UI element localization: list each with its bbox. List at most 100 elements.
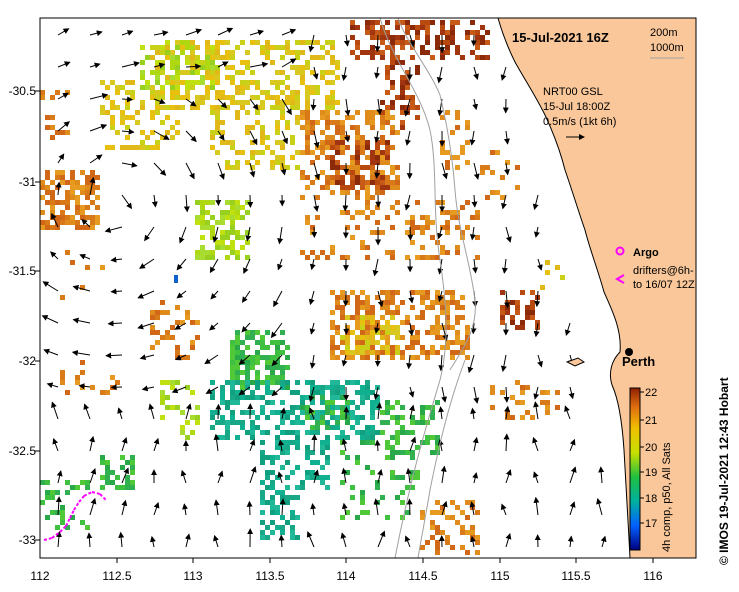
sst-cell	[365, 335, 370, 340]
sst-cell	[300, 175, 305, 180]
sst-cell	[365, 510, 370, 515]
sst-cell	[195, 220, 200, 225]
sst-cell	[180, 40, 185, 45]
sst-cell	[390, 355, 395, 360]
sst-cell	[230, 55, 235, 60]
sst-cell	[230, 390, 235, 395]
sst-cell	[85, 175, 90, 180]
sst-cell	[370, 195, 375, 200]
sst-cell	[70, 220, 75, 225]
sst-cell	[160, 335, 165, 340]
y-tick-label: -32	[19, 354, 37, 368]
sst-cell	[370, 350, 375, 355]
sst-cell	[175, 95, 180, 100]
sst-cell	[330, 310, 335, 315]
sst-cell	[285, 520, 290, 525]
current-arrow	[469, 130, 476, 146]
sst-cell	[310, 85, 315, 90]
sst-cell	[270, 360, 275, 365]
sst-cell	[390, 325, 395, 330]
sst-cell	[365, 215, 370, 220]
sst-cell	[290, 140, 295, 145]
sst-cell	[555, 265, 560, 270]
sst-cell	[325, 145, 330, 150]
sst-cell	[185, 80, 190, 85]
sst-cell	[390, 435, 395, 440]
sst-cell	[395, 185, 400, 190]
sst-cell	[75, 375, 80, 380]
sst-cell	[490, 150, 495, 155]
sst-cell	[390, 165, 395, 170]
sst-cell	[335, 60, 340, 65]
sst-cell	[530, 305, 535, 310]
sst-cell	[255, 425, 260, 430]
sst-cell	[275, 360, 280, 365]
sst-cell	[170, 85, 175, 90]
sst-cell	[95, 195, 100, 200]
sst-cell	[225, 140, 230, 145]
sst-cell	[230, 65, 235, 70]
sst-cell	[315, 460, 320, 465]
sst-cell	[270, 105, 275, 110]
sst-cell	[225, 200, 230, 205]
sst-cell	[75, 225, 80, 230]
sst-cell	[355, 300, 360, 305]
sst-cell	[415, 315, 420, 320]
sst-cell	[395, 175, 400, 180]
sst-cell	[380, 175, 385, 180]
current-arrow	[308, 290, 315, 306]
sst-cell	[360, 435, 365, 440]
current-arrow	[144, 226, 155, 242]
sst-cell	[290, 65, 295, 70]
current-arrow	[373, 498, 380, 516]
sst-cell	[225, 420, 230, 425]
sst-cell	[315, 40, 320, 45]
sst-cell	[360, 145, 365, 150]
sst-cell	[340, 150, 345, 155]
current-arrow	[249, 29, 265, 36]
sst-cell	[65, 195, 70, 200]
sst-cell	[260, 460, 265, 465]
sst-cell	[175, 55, 180, 60]
sst-cell	[220, 95, 225, 100]
sst-cell	[225, 380, 230, 385]
sst-cell	[360, 290, 365, 295]
x-axis: 112 112.5 113 113.5 114 114.5 115 115.5 …	[30, 558, 663, 583]
sst-cell	[360, 245, 365, 250]
sst-cell	[455, 50, 460, 55]
sst-cell	[240, 60, 245, 65]
current-arrow	[277, 258, 283, 271]
sst-cell	[505, 160, 510, 165]
sst-cell	[425, 405, 430, 410]
sst-cell	[335, 160, 340, 165]
current-arrow	[89, 93, 109, 100]
sst-cell	[180, 410, 185, 415]
sst-cell	[380, 50, 385, 55]
sst-cell	[140, 85, 145, 90]
sst-cell	[225, 425, 230, 430]
sst-cell	[165, 405, 170, 410]
sst-cell	[60, 370, 65, 375]
current-arrow	[180, 469, 187, 484]
sst-cell	[160, 380, 165, 385]
sst-cell	[435, 315, 440, 320]
sst-cell	[330, 180, 335, 185]
sst-cell	[360, 240, 365, 245]
current-arrow	[598, 466, 605, 484]
sst-cell	[375, 185, 380, 190]
current-arrow	[596, 498, 603, 516]
sst-cell	[280, 330, 285, 335]
sst-cell	[345, 115, 350, 120]
current-arrow	[534, 226, 540, 238]
sst-cell	[285, 500, 290, 505]
sst-cell	[60, 520, 65, 525]
sst-cell	[305, 255, 310, 260]
sst-cell	[265, 390, 270, 395]
sst-cell	[330, 325, 335, 330]
sst-cell	[340, 190, 345, 195]
sst-cell	[450, 20, 455, 25]
sst-cell	[70, 190, 75, 195]
sst-cell	[315, 410, 320, 415]
current-arrow	[441, 500, 448, 516]
sst-cell	[350, 155, 355, 160]
